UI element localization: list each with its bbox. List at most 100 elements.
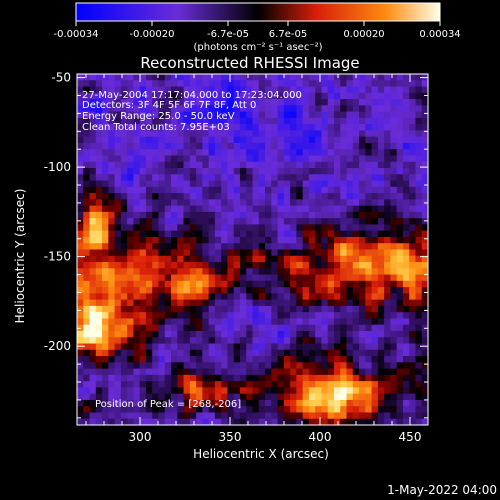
heatmap-cell [171, 262, 178, 269]
heatmap-cell [202, 268, 210, 276]
heatmap-cell [102, 86, 109, 94]
heatmap-cell [83, 99, 91, 106]
heatmap-cell [265, 406, 272, 414]
heatmap-cell [102, 161, 109, 169]
heatmap-cell [352, 393, 360, 401]
heatmap-cell [327, 418, 335, 425]
heatmap-cell [208, 124, 216, 132]
heatmap-cell [346, 406, 354, 414]
heatmap-cell [290, 318, 297, 326]
heatmap-cell [164, 236, 172, 244]
y-tick-label: -100 [44, 160, 71, 174]
heatmap-cell [171, 374, 178, 382]
heatmap-cell [164, 105, 172, 113]
heatmap-cell [164, 418, 172, 425]
heatmap-cell [283, 211, 291, 219]
heatmap-cell [239, 149, 247, 157]
heatmap-cell [202, 387, 210, 395]
heatmap-cell [77, 374, 84, 382]
heatmap-cell [102, 349, 109, 357]
heatmap-cell [321, 349, 329, 357]
heatmap-cell [183, 186, 191, 194]
heatmap-cell [315, 124, 323, 132]
heatmap-cell [102, 362, 109, 370]
heatmap-cell [89, 74, 97, 81]
heatmap-cell [221, 330, 229, 338]
heatmap-cell [145, 193, 153, 200]
heatmap-cell [352, 142, 360, 150]
heatmap-cell [177, 117, 185, 125]
heatmap-cell [221, 255, 229, 263]
heatmap-cell [158, 142, 166, 150]
heatmap-cell [333, 211, 341, 219]
heatmap-cell [145, 406, 153, 414]
heatmap-cell [308, 299, 316, 307]
heatmap-cell [302, 412, 310, 420]
heatmap-cell [371, 255, 379, 263]
heatmap-cell [183, 99, 191, 106]
heatmap-cell [265, 262, 272, 269]
heatmap-cell [171, 343, 178, 351]
heatmap-cell [321, 186, 329, 194]
heatmap-cell [152, 287, 160, 294]
heatmap-cell [102, 387, 109, 395]
heatmap-cell [302, 274, 310, 282]
heatmap-cell [327, 199, 335, 207]
heatmap-cell [158, 362, 166, 370]
heatmap-cell [214, 343, 222, 351]
heatmap-cell [239, 387, 247, 395]
heatmap-cell [252, 381, 260, 388]
heatmap-cell [409, 280, 417, 288]
heatmap-cell [214, 312, 222, 320]
heatmap-cell [202, 418, 210, 425]
heatmap-cell [296, 230, 304, 238]
heatmap-cell [384, 130, 391, 138]
heatmap-cell [352, 387, 360, 395]
heatmap-cell [89, 149, 97, 157]
heatmap-cell [340, 174, 348, 182]
heatmap-cell [283, 92, 291, 100]
heatmap-cell [158, 105, 166, 113]
heatmap-cell [183, 130, 191, 138]
heatmap-cell [120, 343, 128, 351]
heatmap-cell [127, 312, 135, 320]
heatmap-cell [120, 337, 128, 345]
heatmap-cell [227, 161, 235, 169]
heatmap-cell [277, 211, 285, 219]
heatmap-cell [290, 180, 297, 188]
heatmap-cell [290, 149, 297, 157]
heatmap-cell [384, 305, 391, 313]
heatmap-cell [265, 374, 272, 382]
heatmap-cell [171, 80, 178, 88]
heatmap-cell [233, 205, 241, 213]
heatmap-cell [333, 287, 341, 294]
heatmap-cell [89, 224, 97, 232]
heatmap-cell [152, 80, 160, 88]
heatmap-cell [402, 362, 410, 370]
heatmap-cell [321, 387, 329, 395]
heatmap-cell [177, 374, 185, 382]
heatmap-cell [233, 330, 241, 338]
heatmap-cell [114, 412, 122, 420]
heatmap-cell [396, 368, 404, 376]
heatmap-cell [145, 262, 153, 269]
heatmap-cell [327, 92, 335, 100]
heatmap-cell [302, 399, 310, 407]
heatmap-cell [377, 418, 385, 425]
heatmap-cell [415, 399, 423, 407]
heatmap-cell [196, 274, 203, 282]
heatmap-cell [271, 299, 279, 307]
heatmap-cell [108, 280, 116, 288]
heatmap-cell [89, 399, 97, 407]
heatmap-cell [133, 293, 141, 301]
heatmap-cell [89, 236, 97, 244]
heatmap-cell [246, 92, 254, 100]
heatmap-cell [402, 262, 410, 269]
heatmap-cell [340, 387, 348, 395]
heatmap-cell [346, 356, 354, 363]
heatmap-cell [308, 312, 316, 320]
heatmap-cell [359, 193, 366, 200]
heatmap-cell [277, 412, 285, 420]
heatmap-cell [189, 142, 197, 150]
heatmap-cell [421, 374, 428, 382]
